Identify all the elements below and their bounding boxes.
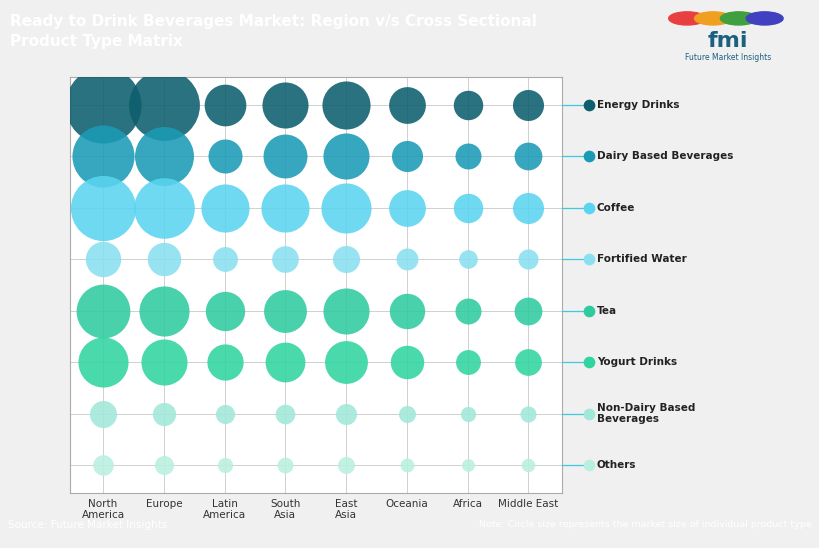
Point	[521, 358, 534, 367]
Point	[581, 255, 595, 264]
Text: Energy Drinks: Energy Drinks	[596, 100, 679, 110]
Text: Ready to Drink Beverages Market: Region v/s Cross Sectional
Product Type Matrix: Ready to Drink Beverages Market: Region …	[10, 14, 536, 49]
Point	[97, 409, 110, 418]
Point	[97, 255, 110, 264]
Point	[339, 409, 352, 418]
Circle shape	[720, 12, 757, 25]
Point	[521, 101, 534, 110]
Point	[581, 203, 595, 212]
Point	[339, 306, 352, 315]
Point	[218, 460, 231, 469]
Point	[157, 255, 170, 264]
Point	[218, 255, 231, 264]
Text: fmi: fmi	[707, 31, 747, 51]
Point	[460, 203, 473, 212]
Point	[157, 306, 170, 315]
Point	[97, 152, 110, 161]
Point	[278, 358, 292, 367]
Point	[521, 409, 534, 418]
Text: Fortified Water: Fortified Water	[596, 254, 686, 264]
Point	[581, 358, 595, 367]
Point	[400, 203, 413, 212]
Point	[460, 101, 473, 110]
Point	[97, 101, 110, 110]
Point	[460, 358, 473, 367]
Point	[339, 255, 352, 264]
Point	[400, 152, 413, 161]
Point	[97, 306, 110, 315]
Point	[521, 255, 534, 264]
Point	[460, 460, 473, 469]
Point	[218, 409, 231, 418]
Point	[218, 203, 231, 212]
Point	[339, 203, 352, 212]
Text: Note: Circle size represents the market size of individual product type: Note: Circle size represents the market …	[478, 520, 811, 529]
Text: Yogurt Drinks: Yogurt Drinks	[596, 357, 676, 367]
Point	[521, 203, 534, 212]
Point	[278, 101, 292, 110]
Text: Tea: Tea	[596, 306, 617, 316]
Point	[581, 409, 595, 418]
Point	[460, 409, 473, 418]
Point	[339, 152, 352, 161]
Point	[339, 460, 352, 469]
Point	[339, 101, 352, 110]
Point	[278, 255, 292, 264]
Point	[581, 152, 595, 161]
Point	[400, 358, 413, 367]
Point	[400, 101, 413, 110]
Point	[460, 152, 473, 161]
Point	[157, 152, 170, 161]
Point	[278, 203, 292, 212]
Text: Others: Others	[596, 460, 636, 470]
Point	[218, 358, 231, 367]
Point	[157, 409, 170, 418]
Point	[581, 101, 595, 110]
Text: Non-Dairy Based
Beverages: Non-Dairy Based Beverages	[596, 403, 695, 424]
Point	[400, 255, 413, 264]
Point	[218, 152, 231, 161]
Point	[97, 358, 110, 367]
Point	[218, 101, 231, 110]
Point	[278, 460, 292, 469]
Circle shape	[667, 12, 704, 25]
Point	[97, 203, 110, 212]
Point	[157, 203, 170, 212]
Point	[400, 460, 413, 469]
Point	[278, 306, 292, 315]
Circle shape	[745, 12, 782, 25]
Point	[278, 152, 292, 161]
Point	[521, 460, 534, 469]
Point	[400, 306, 413, 315]
Point	[97, 460, 110, 469]
Point	[460, 306, 473, 315]
Point	[218, 306, 231, 315]
Text: Coffee: Coffee	[596, 203, 635, 213]
Point	[157, 101, 170, 110]
Point	[581, 306, 595, 315]
Point	[278, 409, 292, 418]
Text: Source: Future Market Insights: Source: Future Market Insights	[8, 520, 167, 530]
Point	[157, 358, 170, 367]
Text: Future Market Insights: Future Market Insights	[684, 53, 770, 62]
Point	[521, 306, 534, 315]
Circle shape	[694, 12, 731, 25]
Text: Dairy Based Beverages: Dairy Based Beverages	[596, 151, 732, 162]
Point	[460, 255, 473, 264]
Point	[400, 409, 413, 418]
Point	[339, 358, 352, 367]
Point	[581, 460, 595, 469]
Point	[521, 152, 534, 161]
Point	[157, 460, 170, 469]
